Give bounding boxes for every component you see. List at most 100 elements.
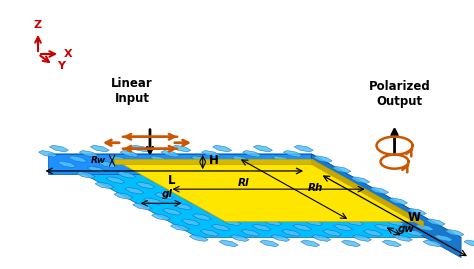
Polygon shape	[283, 150, 302, 157]
Polygon shape	[114, 160, 423, 222]
Polygon shape	[120, 150, 139, 157]
Polygon shape	[282, 229, 301, 236]
Text: Linear
Input: Linear Input	[111, 77, 153, 105]
Polygon shape	[202, 150, 221, 157]
Polygon shape	[109, 156, 128, 162]
Polygon shape	[294, 145, 313, 152]
Polygon shape	[378, 203, 396, 210]
Polygon shape	[114, 193, 133, 199]
Polygon shape	[345, 219, 364, 226]
Polygon shape	[207, 187, 226, 194]
Polygon shape	[79, 150, 98, 157]
Polygon shape	[98, 161, 117, 168]
Polygon shape	[166, 187, 185, 194]
Polygon shape	[374, 224, 393, 231]
Polygon shape	[244, 208, 263, 215]
Polygon shape	[293, 224, 312, 231]
Polygon shape	[172, 145, 191, 152]
Polygon shape	[426, 219, 445, 226]
Polygon shape	[393, 235, 412, 242]
Polygon shape	[312, 160, 423, 227]
Polygon shape	[91, 145, 109, 152]
Polygon shape	[261, 161, 280, 168]
Polygon shape	[318, 193, 337, 199]
Polygon shape	[260, 240, 279, 247]
Text: Z: Z	[34, 20, 42, 30]
Polygon shape	[359, 193, 378, 199]
Text: Rl: Rl	[237, 178, 249, 188]
Polygon shape	[271, 235, 290, 242]
Polygon shape	[353, 235, 372, 242]
Polygon shape	[311, 154, 461, 258]
Polygon shape	[239, 172, 258, 178]
Polygon shape	[214, 203, 233, 210]
Polygon shape	[180, 161, 199, 168]
Polygon shape	[250, 166, 269, 173]
Polygon shape	[158, 172, 177, 178]
Polygon shape	[329, 187, 348, 194]
Polygon shape	[237, 193, 255, 199]
Polygon shape	[152, 214, 171, 220]
Polygon shape	[131, 145, 150, 152]
Polygon shape	[199, 172, 218, 178]
Polygon shape	[269, 177, 288, 183]
Polygon shape	[423, 240, 442, 247]
Polygon shape	[195, 193, 214, 199]
Polygon shape	[95, 182, 114, 189]
Polygon shape	[364, 229, 383, 236]
Polygon shape	[340, 182, 359, 189]
Polygon shape	[332, 166, 351, 173]
Polygon shape	[230, 235, 249, 242]
Polygon shape	[288, 187, 307, 194]
Polygon shape	[219, 240, 238, 247]
Polygon shape	[258, 182, 277, 189]
Polygon shape	[396, 214, 415, 220]
Polygon shape	[184, 198, 203, 204]
Polygon shape	[310, 177, 329, 183]
Polygon shape	[252, 224, 271, 231]
Polygon shape	[274, 214, 293, 220]
Polygon shape	[125, 187, 144, 194]
Polygon shape	[210, 166, 228, 173]
Polygon shape	[301, 240, 319, 247]
Polygon shape	[114, 160, 312, 164]
Polygon shape	[147, 177, 166, 183]
Polygon shape	[171, 224, 190, 231]
Polygon shape	[356, 214, 374, 220]
Polygon shape	[188, 177, 207, 183]
Polygon shape	[285, 208, 304, 215]
Polygon shape	[189, 235, 208, 242]
Polygon shape	[445, 229, 464, 236]
Polygon shape	[233, 214, 252, 220]
Polygon shape	[313, 156, 332, 162]
Polygon shape	[315, 214, 334, 220]
Polygon shape	[76, 172, 95, 178]
Polygon shape	[211, 224, 230, 231]
Polygon shape	[87, 166, 106, 173]
Polygon shape	[173, 203, 192, 210]
Polygon shape	[307, 198, 326, 204]
Polygon shape	[304, 219, 323, 226]
Polygon shape	[299, 182, 318, 189]
Polygon shape	[232, 156, 250, 162]
Polygon shape	[38, 150, 57, 157]
Polygon shape	[182, 219, 201, 226]
Polygon shape	[434, 235, 453, 242]
Text: W: W	[407, 211, 420, 224]
Polygon shape	[163, 208, 182, 215]
Polygon shape	[254, 145, 273, 152]
Polygon shape	[48, 154, 461, 238]
Polygon shape	[323, 229, 342, 236]
Text: Rw: Rw	[91, 155, 106, 165]
Polygon shape	[321, 172, 340, 178]
Polygon shape	[128, 166, 147, 173]
Polygon shape	[351, 177, 370, 183]
Polygon shape	[220, 161, 239, 168]
Polygon shape	[263, 219, 282, 226]
Text: L: L	[168, 174, 175, 187]
Polygon shape	[370, 187, 389, 194]
Polygon shape	[169, 166, 188, 173]
Polygon shape	[136, 182, 155, 189]
Polygon shape	[106, 177, 125, 183]
Polygon shape	[385, 219, 404, 226]
